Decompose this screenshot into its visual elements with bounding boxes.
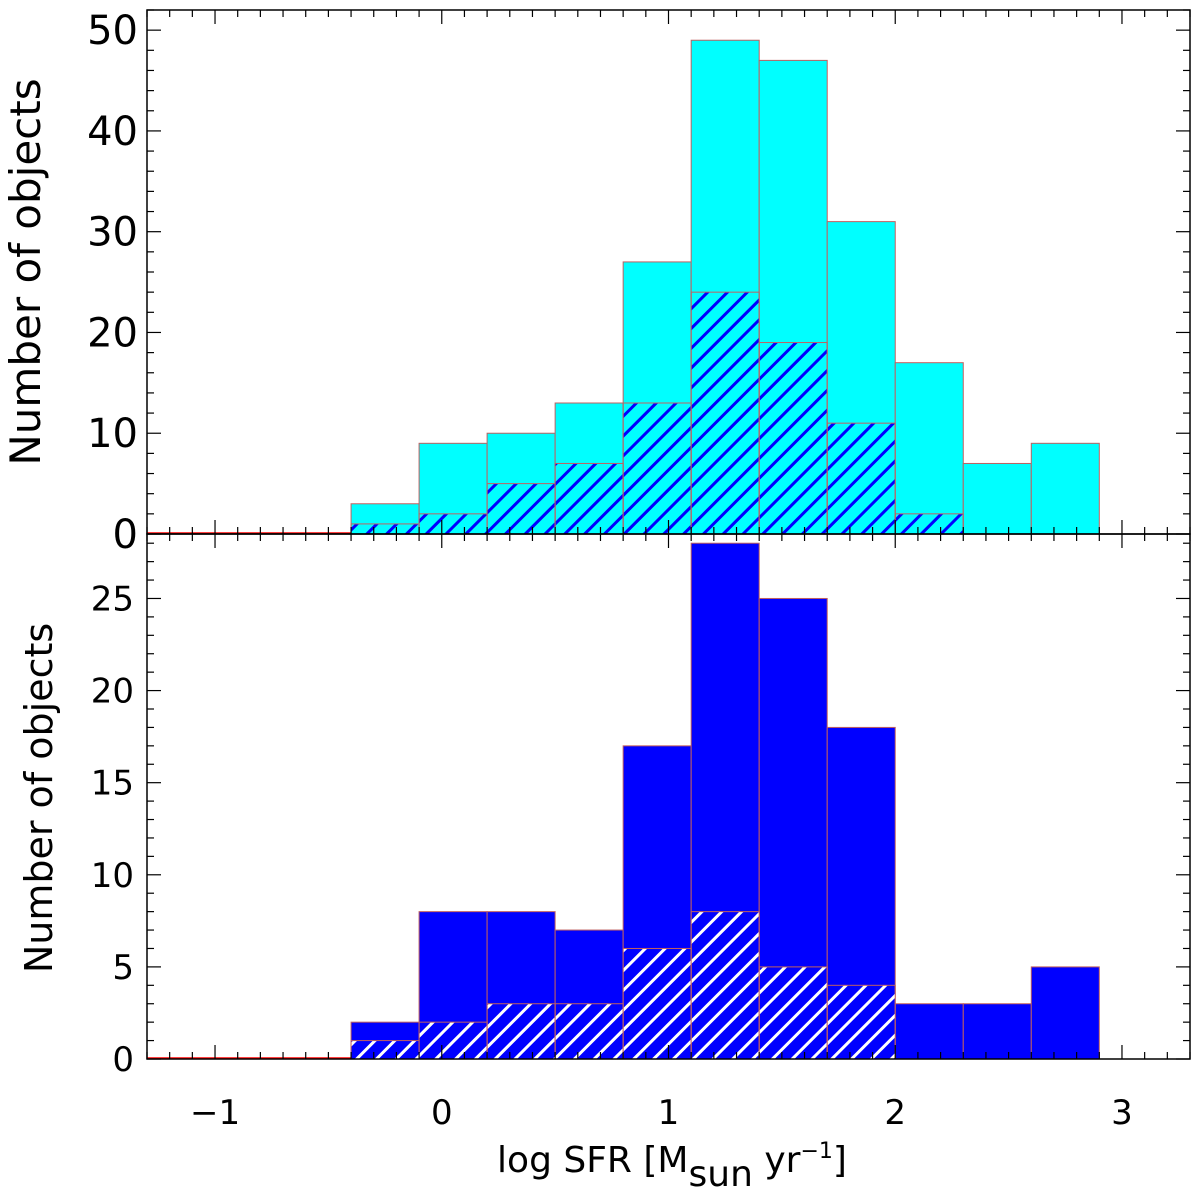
x-tick-label: 3 (1111, 1093, 1133, 1133)
bottom-subset-bar-10 (758, 966, 828, 1060)
bottom-subset-bar-8 (622, 947, 692, 1060)
top-bars (147, 39, 1100, 535)
top-subset-bar-4 (350, 523, 420, 535)
top-y-axis-label: Number of objects (1, 78, 50, 465)
bottom-y-tick-label: 5 (112, 948, 134, 988)
top-y-tick-label: 10 (87, 411, 138, 457)
top-y-tick-label: 20 (87, 310, 138, 356)
bottom-y-tick-label: 20 (91, 672, 134, 712)
bottom-y-tick-label: 10 (91, 856, 134, 896)
bottom-bars (147, 542, 1100, 1060)
top-x-ticks (146, 10, 1191, 534)
bottom-subset-bar-5 (418, 1021, 488, 1060)
bottom-panel: 0 5 10 15 20 25 −1 0 1 2 3 Number of objects (17, 533, 1191, 1133)
bottom-y-tick-label: 0 (112, 1040, 134, 1080)
x-axis-label-sup: −1 (800, 1139, 832, 1164)
top-subset-bar-6 (486, 483, 556, 535)
x-axis-label-sub: sun (689, 1154, 753, 1195)
x-axis-label-mid: yr (753, 1140, 801, 1181)
top-subset-bar-5 (418, 513, 488, 535)
top-subset-bar-8 (622, 402, 692, 535)
top-y-tick-label: 30 (87, 210, 138, 256)
bottom-subset-bar-4 (350, 1040, 420, 1060)
x-axis-label: log SFR [Msun yr−1] (497, 1139, 847, 1195)
top-y-ticks: 0 10 20 30 40 50 (87, 8, 1190, 558)
top-total-bar-12 (894, 362, 964, 535)
top-y-tick-label: 50 (87, 8, 138, 54)
x-axis-label-main: log SFR [M (497, 1140, 688, 1181)
top-subset-bar-12 (894, 513, 964, 535)
bottom-subset-bar-7 (554, 1003, 624, 1060)
bottom-subset-bar-11 (826, 984, 896, 1060)
top-subset-bar-9 (690, 291, 760, 535)
bottom-total-bar-13 (962, 1003, 1032, 1060)
x-tick-label: −1 (190, 1093, 240, 1133)
top-panel: 0 10 20 30 40 50 Number of objects (1, 8, 1191, 558)
bottom-total-bar-14 (1030, 966, 1100, 1060)
bottom-y-ticks: 0 5 10 15 20 25 (91, 542, 1190, 1080)
bottom-subset-bar-6 (486, 1003, 556, 1060)
x-tick-label: 1 (658, 1093, 680, 1133)
bottom-y-tick-label: 15 (91, 764, 134, 804)
x-axis-label-end: ] (833, 1140, 847, 1181)
top-y-tick-label: 40 (87, 109, 138, 155)
top-subset-bar-11 (826, 422, 896, 535)
bottom-y-axis-label: Number of objects (17, 623, 61, 973)
top-total-bar-13 (962, 462, 1032, 535)
top-total-bar-14 (1030, 442, 1100, 535)
x-tick-label: 2 (884, 1093, 906, 1133)
top-y-tick-label: 0 (113, 512, 138, 558)
x-tick-label: 0 (431, 1093, 453, 1133)
bottom-x-ticks: −1 0 1 2 3 (146, 534, 1191, 1133)
bottom-y-tick-label: 25 (91, 579, 134, 619)
bottom-total-bar-12 (894, 1003, 964, 1060)
top-subset-bar-10 (758, 342, 828, 535)
top-subset-bar-7 (554, 462, 624, 535)
bottom-subset-bar-9 (690, 911, 760, 1060)
